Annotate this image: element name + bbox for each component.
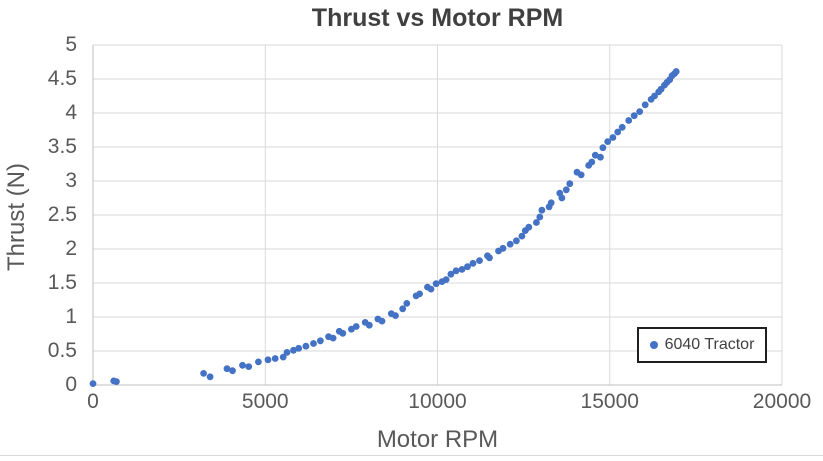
data-point[interactable]: [271, 355, 279, 362]
data-point[interactable]: [469, 259, 477, 267]
data-point[interactable]: [290, 346, 297, 354]
data-point[interactable]: [618, 123, 626, 131]
data-point[interactable]: [427, 285, 435, 293]
legend[interactable]: 6040 Tractor: [637, 327, 767, 363]
data-point[interactable]: [464, 263, 471, 271]
data-point[interactable]: [279, 353, 287, 361]
data-point[interactable]: [317, 337, 324, 345]
data-point[interactable]: [447, 270, 455, 278]
data-point[interactable]: [399, 305, 407, 313]
data-point[interactable]: [89, 380, 97, 387]
data-point[interactable]: [452, 267, 460, 275]
y-tick-label: 5: [65, 33, 77, 56]
legend-label: 6040 Tractor: [664, 336, 755, 353]
data-point[interactable]: [513, 237, 520, 245]
data-point[interactable]: [245, 363, 253, 370]
data-point[interactable]: [432, 280, 440, 288]
data-point[interactable]: [403, 300, 411, 307]
data-point[interactable]: [577, 171, 585, 179]
data-point[interactable]: [651, 92, 658, 100]
y-tick-label: 3: [65, 169, 77, 192]
data-point[interactable]: [392, 312, 399, 319]
data-point[interactable]: [588, 158, 596, 166]
data-point[interactable]: [591, 151, 599, 159]
data-point[interactable]: [599, 144, 607, 152]
data-point[interactable]: [499, 244, 507, 252]
data-point[interactable]: [365, 321, 373, 329]
data-point[interactable]: [206, 373, 214, 381]
data-point[interactable]: [486, 254, 493, 262]
y-tick-label: 3.5: [47, 135, 77, 158]
x-axis-title: Motor RPM: [376, 426, 499, 453]
x-tick-label: 20000: [752, 390, 812, 413]
data-point[interactable]: [442, 276, 450, 283]
data-point[interactable]: [672, 68, 680, 75]
data-point[interactable]: [113, 378, 120, 385]
data-point[interactable]: [562, 186, 570, 194]
y-tick-label: 0.5: [47, 339, 77, 362]
y-tick-label: 1.5: [47, 271, 77, 294]
data-point[interactable]: [352, 323, 360, 330]
data-point[interactable]: [302, 342, 310, 350]
data-point[interactable]: [310, 340, 317, 347]
data-point[interactable]: [378, 317, 386, 325]
data-point[interactable]: [525, 223, 533, 231]
data-point[interactable]: [416, 290, 423, 298]
data-point[interactable]: [239, 361, 246, 369]
x-tick-label: 0: [87, 390, 99, 413]
x-tick-label: 15000: [580, 390, 639, 413]
data-point[interactable]: [566, 180, 574, 188]
data-point[interactable]: [295, 344, 303, 352]
bottom-divider: [0, 455, 823, 456]
chart-title: Thrust vs Motor RPM: [311, 4, 564, 32]
data-point[interactable]: [223, 365, 231, 373]
y-tick-label: 0: [65, 373, 77, 396]
data-point[interactable]: [538, 206, 546, 214]
data-point[interactable]: [533, 219, 540, 226]
data-point[interactable]: [614, 128, 622, 136]
y-tick-label: 2.5: [47, 203, 77, 226]
y-tick-label: 4.5: [47, 67, 77, 90]
data-point[interactable]: [625, 117, 633, 124]
data-point[interactable]: [636, 108, 644, 115]
x-tick-label: 5000: [241, 390, 289, 413]
data-point[interactable]: [283, 349, 291, 356]
x-tick-label: 10000: [408, 390, 467, 413]
data-point[interactable]: [476, 257, 483, 264]
data-point[interactable]: [547, 199, 555, 207]
data-point[interactable]: [255, 358, 262, 366]
data-point[interactable]: [264, 356, 272, 364]
data-point[interactable]: [609, 134, 617, 141]
data-point[interactable]: [506, 240, 514, 248]
data-point[interactable]: [604, 138, 612, 146]
y-tick-label: 1: [65, 305, 77, 328]
data-point[interactable]: [558, 194, 566, 202]
data-point[interactable]: [329, 334, 337, 342]
data-point[interactable]: [536, 213, 544, 221]
data-point[interactable]: [630, 112, 638, 120]
y-tick-label: 4: [65, 101, 77, 124]
data-point[interactable]: [229, 367, 236, 375]
data-point[interactable]: [641, 101, 649, 109]
data-point[interactable]: [458, 266, 466, 273]
data-point[interactable]: [200, 370, 208, 377]
data-point[interactable]: [339, 329, 347, 337]
data-point[interactable]: [518, 232, 526, 240]
legend-marker-icon: [649, 341, 658, 349]
data-point[interactable]: [597, 153, 604, 161]
y-tick-label: 2: [65, 237, 77, 260]
